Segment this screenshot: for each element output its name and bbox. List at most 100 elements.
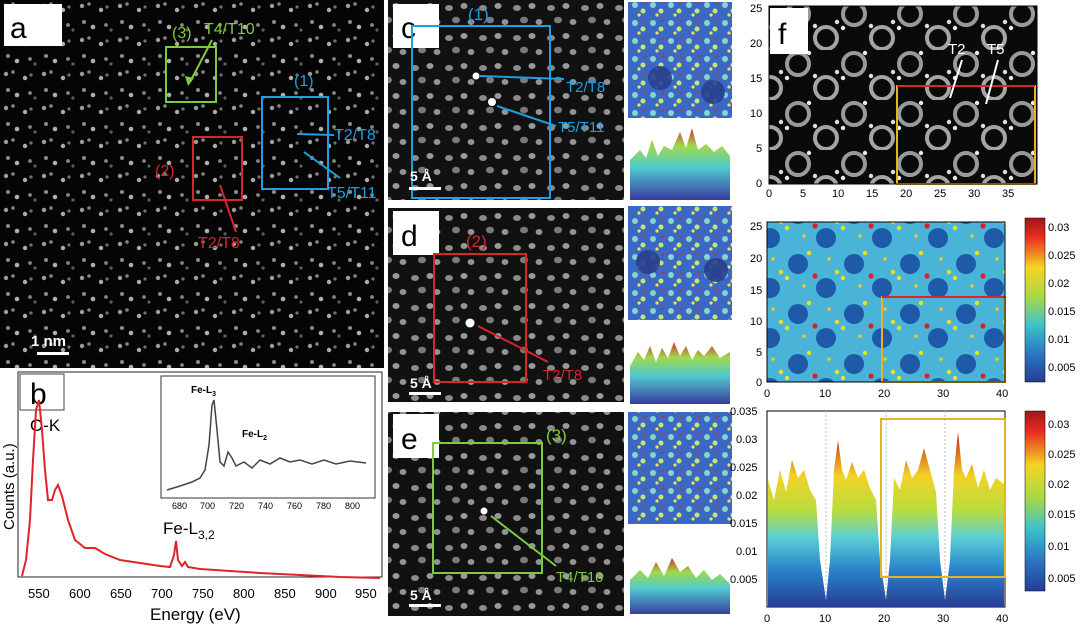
panel-f-yticks: 0 5 10 15 20 25 xyxy=(750,3,762,190)
panel-c-scale-bar xyxy=(409,187,441,190)
map-ytick-10: 10 xyxy=(750,316,762,328)
b-xtick-650: 650 xyxy=(110,586,132,601)
inset-xticks: 680 700 720 740 760 780 800 xyxy=(172,501,360,511)
panel-e-scale-label: 5 Å xyxy=(410,587,432,603)
density-map-colorbar xyxy=(1024,217,1046,383)
b-xtick-900: 900 xyxy=(315,586,337,601)
map-ytick-5: 5 xyxy=(756,347,762,359)
panel-b-xlabel: Energy (eV) xyxy=(150,605,241,624)
surface-map-c-pore-1 xyxy=(648,66,672,90)
prof-xtick-0: 0 xyxy=(764,613,770,625)
inset-xtick-720: 720 xyxy=(229,501,244,511)
prof-cbar-0025: 0.025 xyxy=(1048,449,1076,461)
region-1-arrow-1 xyxy=(296,133,335,136)
f-xtick-35: 35 xyxy=(1002,188,1014,200)
profile-xticks: 0 10 20 30 40 xyxy=(764,613,1008,625)
f-ytick-0: 0 xyxy=(756,178,762,190)
region-1-label-2: T5/T11 xyxy=(327,185,377,202)
surface-map-d-pore-1 xyxy=(636,250,660,274)
density-map-frame xyxy=(766,221,1006,383)
map-ytick-0: 0 xyxy=(756,377,762,389)
panel-d-letter: d xyxy=(401,220,418,253)
b-xtick-600: 600 xyxy=(69,586,91,601)
b-xtick-850: 850 xyxy=(274,586,296,601)
b-xtick-750: 750 xyxy=(192,586,214,601)
map-xtick-10: 10 xyxy=(819,388,831,400)
f-xtick-5: 5 xyxy=(800,188,806,200)
panel-c-letter: c xyxy=(401,12,416,45)
panel-f-xticks: 0 5 10 15 20 25 30 35 xyxy=(766,188,1014,200)
prof-ytick-0025: 0.025 xyxy=(730,462,758,474)
surface-map-c-pore-2 xyxy=(701,80,725,104)
f-xtick-25: 25 xyxy=(934,188,946,200)
inset-peak-l2: Fe-L2 xyxy=(242,429,267,442)
panel-f-arrow-t5 xyxy=(985,59,999,105)
region-1-id: (1) xyxy=(294,73,314,90)
f-ytick-10: 10 xyxy=(750,108,762,120)
panel-b-letter-box xyxy=(19,373,65,411)
panel-c-atom-2 xyxy=(488,98,496,106)
prof-ytick-0005: 0.005 xyxy=(730,574,758,586)
panel-d: d (2) T2/T8 5 Å xyxy=(388,208,624,402)
prof-xtick-20: 20 xyxy=(878,613,890,625)
b-xtick-550: 550 xyxy=(28,586,50,601)
f-ytick-20: 20 xyxy=(750,38,762,50)
panel-f-label-t5: T5 xyxy=(987,41,1005,58)
b-xtick-700: 700 xyxy=(151,586,173,601)
map-ytick-15: 15 xyxy=(750,285,762,297)
b-xtick-800: 800 xyxy=(233,586,255,601)
prof-ytick-002: 0.02 xyxy=(736,490,757,502)
inset-xtick-760: 760 xyxy=(287,501,302,511)
panel-f-image xyxy=(769,6,1037,184)
prof-cbar-002: 0.02 xyxy=(1048,479,1069,491)
inset-xtick-800: 800 xyxy=(345,501,360,511)
map-xtick-30: 30 xyxy=(937,388,949,400)
prof-ytick-003: 0.03 xyxy=(736,434,757,446)
density-map-image xyxy=(767,222,1005,382)
region-2-label: T2/T8 xyxy=(198,235,240,252)
density-map: 0 5 10 15 20 25 0 10 20 30 40 0.03 0.025… xyxy=(750,217,1076,400)
surface-profile-e xyxy=(630,558,730,614)
f-ytick-15: 15 xyxy=(750,73,762,85)
panel-e-region-id: (3) xyxy=(546,426,567,445)
panel-d-atom xyxy=(465,318,475,328)
density-map-xticks: 0 10 20 30 40 xyxy=(764,388,1008,400)
density-map-colorbar-ticks: 0.03 0.025 0.02 0.015 0.01 0.005 xyxy=(1048,222,1076,374)
panel-e-letter-box xyxy=(393,414,439,458)
panel-e: e (3) T4/T10 5 Å xyxy=(388,412,624,616)
inset-xtick-780: 780 xyxy=(316,501,331,511)
density-profile: 0.035 0.03 0.025 0.02 0.015 0.01 0.005 0… xyxy=(730,406,1076,625)
panel-c-label-2: T5/T11 xyxy=(558,119,604,136)
panel-c-arrow-1 xyxy=(479,75,565,80)
panel-c-scale-label: 5 Å xyxy=(410,168,432,184)
prof-cbar-003: 0.03 xyxy=(1048,419,1069,431)
peak-o-k: O-K xyxy=(30,416,61,435)
prof-cbar-0005: 0.005 xyxy=(1048,573,1076,585)
panel-f-letter-box xyxy=(770,8,808,54)
panel-a-letter-box xyxy=(4,4,62,46)
density-map-yticks: 0 5 10 15 20 25 xyxy=(750,221,762,389)
b-xtick-950: 950 xyxy=(355,586,377,601)
panel-f-letter: f xyxy=(778,18,787,51)
surface-profile-c xyxy=(630,128,730,200)
prof-xtick-10: 10 xyxy=(819,613,831,625)
panel-d-label: T2/T8 xyxy=(543,367,582,384)
peak-fe-l: Fe-L3,2 xyxy=(163,519,215,542)
panel-a-scale-label: 1 nm xyxy=(31,333,66,350)
map-cbar-0015: 0.015 xyxy=(1048,306,1076,318)
panel-b-letter: b xyxy=(30,378,47,411)
f-xtick-10: 10 xyxy=(832,188,844,200)
inset-xtick-700: 700 xyxy=(200,501,215,511)
panel-b: b O-K Fe-L3,2 550 600 650 700 750 800 85… xyxy=(1,371,383,624)
profile-colorbar-ticks: 0.03 0.025 0.02 0.015 0.01 0.005 xyxy=(1048,419,1076,585)
surface-map-d-pore-2 xyxy=(704,258,728,282)
prof-ytick-001: 0.01 xyxy=(736,546,757,558)
f-xtick-30: 30 xyxy=(968,188,980,200)
eels-spectrum xyxy=(21,399,381,579)
panel-a: a (3) T4/T10 (1) T2/T8 T5/T11 (2) T2/T8 … xyxy=(0,0,384,368)
region-2-id: (2) xyxy=(155,163,175,180)
panel-f-label-t2: T2 xyxy=(948,41,966,58)
panel-e-label: T4/T10 xyxy=(556,569,604,586)
map-cbar-003: 0.03 xyxy=(1048,222,1069,234)
